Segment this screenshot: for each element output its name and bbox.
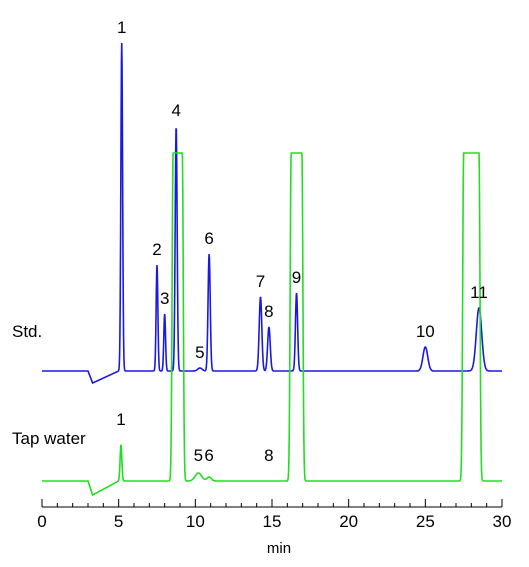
traces-group xyxy=(42,42,502,497)
peak-label-0-2: 2 xyxy=(152,240,161,259)
peak-label-0-11: 11 xyxy=(470,283,488,302)
x-tick-label: 20 xyxy=(339,512,358,531)
series-label-std: Std. xyxy=(12,322,42,341)
x-tick-label: 5 xyxy=(114,512,123,531)
x-tick-label: 15 xyxy=(263,512,282,531)
x-tick-label: 10 xyxy=(186,512,205,531)
peak-label-0-1: 1 xyxy=(117,18,126,37)
peak-label-0-8: 8 xyxy=(264,302,273,321)
x-tick-label: 0 xyxy=(37,512,46,531)
peak-label-0-7: 7 xyxy=(256,272,265,291)
x-axis-label: min xyxy=(267,540,291,557)
x-tick-label: 25 xyxy=(416,512,435,531)
peak-label-1-8: 8 xyxy=(264,446,273,465)
peak-label-0-3: 3 xyxy=(160,289,169,308)
series-line-1 xyxy=(42,152,502,497)
series-label-tap-water: Tap water xyxy=(12,429,86,448)
peak-label-0-4: 4 xyxy=(171,101,180,120)
peak-label-0-5: 5 xyxy=(195,343,204,362)
peak-label-1-5: 5 xyxy=(194,446,203,465)
peak-label-0-10: 10 xyxy=(416,322,435,341)
peak-label-1-1: 1 xyxy=(116,410,125,429)
x-tick-label: 30 xyxy=(493,512,512,531)
peak-label-0-9: 9 xyxy=(292,268,301,287)
peak-label-0-6: 6 xyxy=(204,229,213,248)
x-axis: 0 5 10 15 20 25 30 xyxy=(37,499,511,531)
peak-label-1-6: 6 xyxy=(204,446,213,465)
series-line-0 xyxy=(42,42,502,385)
